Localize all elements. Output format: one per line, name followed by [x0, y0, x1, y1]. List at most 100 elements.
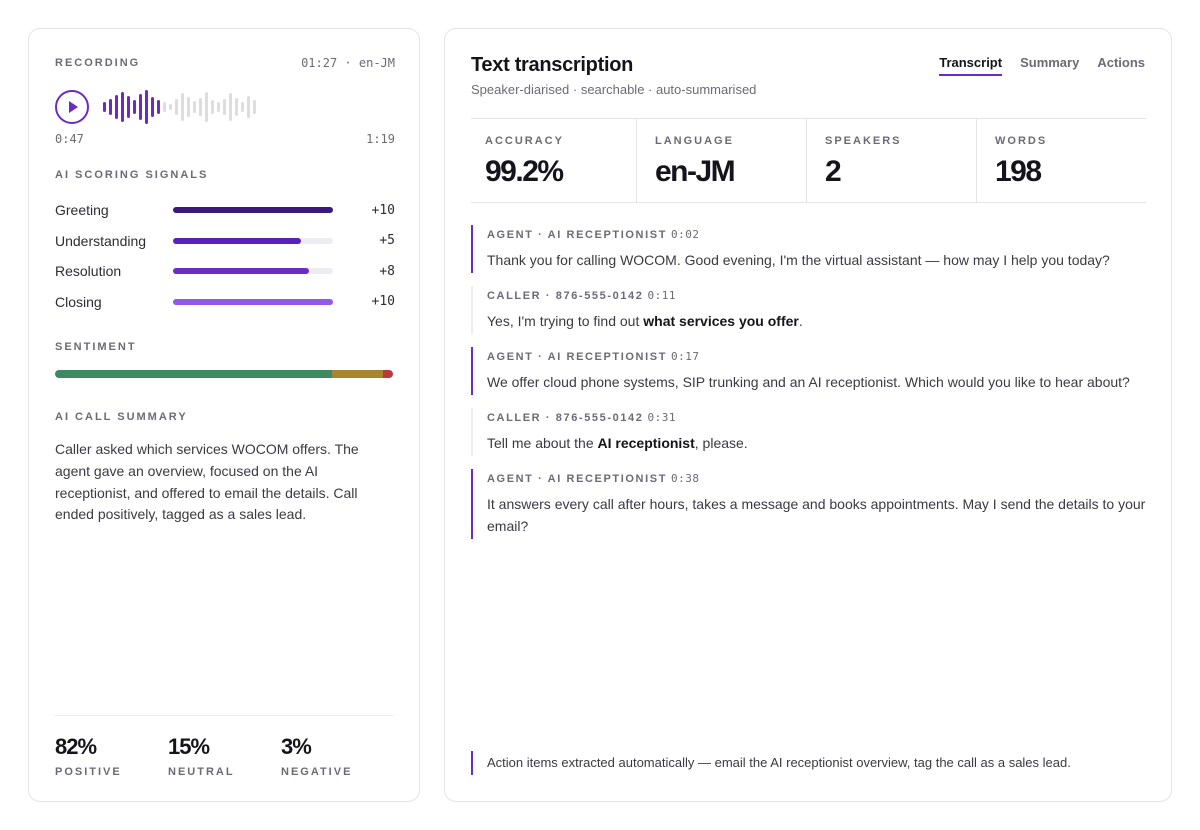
- waveform-bar: [175, 99, 178, 115]
- signal-track: [173, 268, 333, 275]
- neutral-label: NEUTRAL: [168, 766, 235, 778]
- sentiment-positive-segment: [55, 370, 333, 378]
- metric-value: 99.2%: [485, 155, 564, 188]
- signal-fill: [173, 268, 309, 275]
- transcript-turn: AGENT · AI RECEPTIONIST 0:17 We offer clou…: [471, 347, 1146, 395]
- signal-value: +8: [379, 263, 395, 279]
- turn-speaker: CALLER · 876-555-0142 0:31: [487, 408, 1146, 426]
- text-segment: It answers every call after hours, takes…: [487, 496, 1146, 534]
- signal-value: +10: [371, 294, 395, 310]
- tab-transcript[interactable]: Transcript: [939, 55, 1003, 76]
- signal-value: +5: [379, 233, 395, 249]
- waveform-bar: [145, 90, 148, 124]
- waveform-bar: [199, 98, 202, 116]
- playback-times: 0:47 1:19: [55, 132, 395, 146]
- waveform-bar: [151, 97, 154, 117]
- summary-title: AI CALL SUMMARY: [55, 411, 188, 423]
- signal-label: Closing: [55, 293, 102, 310]
- text-segment: Yes, I'm trying to find out: [487, 313, 644, 329]
- signals-title: AI SCORING SIGNALS: [55, 169, 209, 181]
- negative-value: 3%: [281, 734, 312, 759]
- highlight-phrase: AI receptionist: [597, 435, 695, 451]
- audio-player: [55, 89, 395, 125]
- tab-summary[interactable]: Summary: [1020, 55, 1080, 70]
- waveform-bar: [253, 100, 256, 114]
- text-segment: Tell me about the: [487, 435, 598, 451]
- negative-label: NEGATIVE: [281, 766, 353, 778]
- turn-text: Tell me about the AI receptionist, pleas…: [487, 432, 1146, 456]
- signal-label: Greeting: [55, 202, 109, 219]
- text-segment: Thank you for calling WOCOM. Good evenin…: [487, 252, 1110, 268]
- metric-label: WORDS: [995, 135, 1048, 147]
- waveform-bar: [229, 93, 232, 121]
- turn-timestamp[interactable]: 0:02: [671, 228, 700, 241]
- sentiment-stats: 82% POSITIVE 15% NEUTRAL 3% NEGATIVE: [55, 734, 395, 778]
- page-subtitle: Speaker-diarised · searchable · auto-sum…: [471, 82, 757, 97]
- metric-value: 198: [995, 155, 1042, 188]
- waveform-bar: [139, 94, 142, 120]
- waveform-bar: [205, 92, 208, 122]
- text-segment: .: [798, 313, 803, 329]
- turn-text: It answers every call after hours, takes…: [487, 493, 1146, 539]
- recording-panel: RECORDING 01:27 · en-JM 0:47 1:19 AI SCO…: [28, 28, 420, 802]
- waveform-scrubber[interactable]: [103, 89, 259, 125]
- highlight-phrase: what services you offer: [643, 313, 799, 329]
- turn-speaker: AGENT · AI RECEPTIONIST 0:02: [487, 225, 1146, 243]
- turn-speaker: AGENT · AI RECEPTIONIST 0:38: [487, 469, 1146, 487]
- speaker-label: AGENT · AI RECEPTIONIST: [487, 351, 668, 363]
- tab-actions[interactable]: Actions: [1097, 55, 1145, 70]
- sentiment-neutral-segment: [332, 370, 383, 378]
- turn-timestamp[interactable]: 0:17: [671, 350, 700, 363]
- remaining-time: 1:19: [366, 132, 395, 146]
- waveform-bar: [241, 102, 244, 112]
- waveform-bar: [157, 100, 160, 114]
- waveform-bar: [235, 98, 238, 116]
- signal-track: [173, 237, 333, 244]
- signal-row: Understanding +5: [55, 226, 395, 257]
- turn-timestamp[interactable]: 0:31: [647, 411, 676, 424]
- sentiment-title: SENTIMENT: [55, 341, 137, 353]
- signal-row: Greeting +10: [55, 195, 395, 226]
- transcript-turn: AGENT · AI RECEPTIONIST 0:38 It answers ev…: [471, 469, 1146, 539]
- metric-label: LANGUAGE: [655, 135, 734, 147]
- recording-meta: 01:27 · en-JM: [301, 56, 395, 70]
- metric-value: 2: [825, 155, 842, 188]
- turn-text: Thank you for calling WOCOM. Good evenin…: [487, 249, 1146, 273]
- speaker-label: CALLER · 876-555-0142: [487, 412, 644, 424]
- positive-value: 82%: [55, 734, 97, 759]
- waveform-bar: [133, 100, 136, 114]
- metrics-row: ACCURACY 99.2% LANGUAGE en-JM SPEAKERS 2 WORDS…: [471, 118, 1146, 203]
- speaker-label: CALLER · 876-555-0142: [487, 290, 644, 302]
- transcript-turn: CALLER · 876-555-0142 0:11 Yes, I'm trying…: [471, 286, 1146, 334]
- turn-timestamp[interactable]: 0:38: [671, 472, 700, 485]
- neutral-value: 15%: [168, 734, 210, 759]
- waveform-bar: [127, 96, 130, 118]
- transcript-list: AGENT · AI RECEPTIONIST 0:02 Thank you for…: [471, 225, 1146, 539]
- metric-speakers: SPEAKERS 2: [807, 119, 977, 202]
- turn-text: Yes, I'm trying to find out what service…: [487, 310, 1146, 334]
- play-button[interactable]: [55, 90, 89, 124]
- metric-accuracy: ACCURACY 99.2%: [471, 119, 637, 202]
- turn-timestamp[interactable]: 0:11: [647, 289, 676, 302]
- positive-label: POSITIVE: [55, 766, 122, 778]
- metric-label: ACCURACY: [485, 135, 564, 147]
- recording-header: RECORDING 01:27 · en-JM: [55, 56, 395, 70]
- scoring-signals-list: Greeting +10 Understanding +5 Resolution +8 Cl…: [55, 195, 395, 317]
- turn-text: We offer cloud phone systems, SIP trunki…: [487, 371, 1146, 395]
- signal-row: Closing +10: [55, 287, 395, 318]
- waveform-bar: [163, 102, 166, 112]
- sentiment-bar: [55, 370, 393, 378]
- waveform-bar: [169, 104, 172, 110]
- waveform-bar: [187, 97, 190, 117]
- transcript-turn: AGENT · AI RECEPTIONIST 0:02 Thank you for…: [471, 225, 1146, 273]
- view-tabs: Transcript Summary Actions: [921, 55, 1145, 76]
- signal-value: +10: [371, 202, 395, 218]
- neutral-stat: 15% NEUTRAL: [168, 734, 281, 778]
- waveform-bar: [181, 93, 184, 121]
- waveform-bar: [211, 100, 214, 114]
- signal-track: [173, 298, 333, 305]
- signal-track: [173, 207, 333, 214]
- signal-fill: [173, 298, 333, 305]
- transcription-panel: Text transcription Speaker-diarised · se…: [444, 28, 1172, 802]
- negative-stat: 3% NEGATIVE: [281, 734, 394, 778]
